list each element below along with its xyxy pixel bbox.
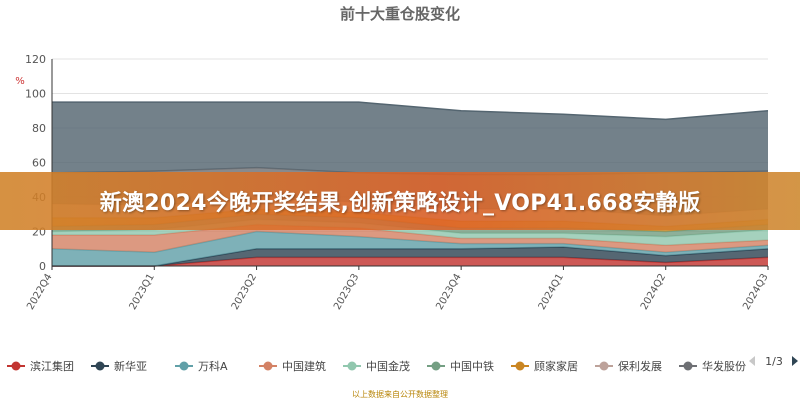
x-tick-label: 2024Q3 — [741, 272, 770, 312]
series-area — [52, 224, 768, 253]
legend-dot-icon — [263, 361, 273, 371]
legend-item[interactable]: 中国中铁 — [427, 360, 494, 373]
legend-item[interactable]: 万科A — [175, 359, 228, 373]
legend-dot-icon — [515, 361, 525, 371]
legend-item[interactable]: 华发股份 — [679, 359, 746, 373]
x-tick-label: 2022Q4 — [25, 272, 54, 312]
x-axis: 2022Q4 2023Q1 2023Q2 2023Q3 2023Q4 2024Q1 2024… — [25, 265, 771, 312]
legend-dot-icon — [431, 361, 441, 371]
y-tick-label: 120 — [25, 53, 46, 66]
legend-label: 万科A — [198, 359, 228, 373]
legend-dot-icon — [599, 361, 609, 371]
overlay-banner: 新澳2024今晚开奖结果,创新策略设计_VOP41.668安静版 — [0, 172, 800, 230]
legend-label: 中国建筑 — [282, 359, 326, 373]
legend-page-indicator: 1/3 — [765, 355, 783, 368]
y-tick-label: 80 — [32, 122, 46, 135]
series-area — [52, 231, 768, 266]
series-line — [52, 101, 769, 121]
legend-dot-icon — [95, 361, 105, 371]
legend-dot-icon — [11, 361, 21, 371]
legend-dot-icon — [683, 361, 693, 371]
footnote: 以上数据来自公开数据整理 — [352, 389, 448, 399]
legend-dot-icon — [179, 361, 189, 371]
legend-pager: 1/3 — [749, 355, 798, 368]
legend-label: 新华亚 — [114, 359, 147, 373]
legend-next-arrow-icon[interactable] — [792, 356, 798, 366]
legend-item[interactable]: 顾家家居 — [511, 359, 578, 373]
legend: 滨江集团 新华亚 万科A 中国建筑 中国金茂 中国中铁 顾家家居 保利发展 华发股份 — [7, 359, 746, 373]
y-axis: 020406080100120 — [25, 53, 53, 273]
series-area — [52, 257, 768, 266]
legend-label: 中国金茂 — [366, 359, 410, 373]
x-tick-label: 2023Q4 — [434, 272, 463, 312]
legend-prev-arrow-icon[interactable] — [749, 356, 755, 366]
x-tick-label: 2024Q1 — [537, 272, 566, 312]
series-area — [52, 247, 768, 266]
y-axis-unit: % — [15, 76, 25, 87]
legend-dot-icon — [347, 361, 357, 371]
x-tick-label: 2023Q3 — [332, 272, 361, 312]
x-tick-label: 2024Q2 — [639, 272, 668, 312]
legend-item[interactable]: 中国金茂 — [343, 359, 410, 373]
y-tick-label: 0 — [39, 260, 46, 273]
y-tick-label: 100 — [25, 88, 46, 101]
y-tick-label: 60 — [32, 157, 46, 170]
chart-title: 前十大重仓股变化 — [340, 5, 460, 23]
legend-item[interactable]: 滨江集团 — [7, 359, 74, 373]
legend-label: 滨江集团 — [30, 359, 74, 373]
x-tick-label: 2023Q2 — [230, 272, 259, 312]
legend-item[interactable]: 新华亚 — [91, 359, 147, 373]
legend-label: 中国中铁 — [450, 360, 494, 373]
legend-item[interactable]: 中国建筑 — [259, 359, 326, 373]
legend-label: 保利发展 — [618, 359, 662, 373]
series-area — [52, 102, 768, 175]
banner-text: 新澳2024今晚开奖结果,创新策略设计_VOP41.668安静版 — [99, 191, 701, 216]
legend-label: 华发股份 — [702, 359, 746, 373]
legend-item[interactable]: 保利发展 — [595, 359, 662, 373]
legend-label: 顾家家居 — [534, 359, 578, 373]
x-tick-label: 2023Q1 — [128, 272, 157, 312]
